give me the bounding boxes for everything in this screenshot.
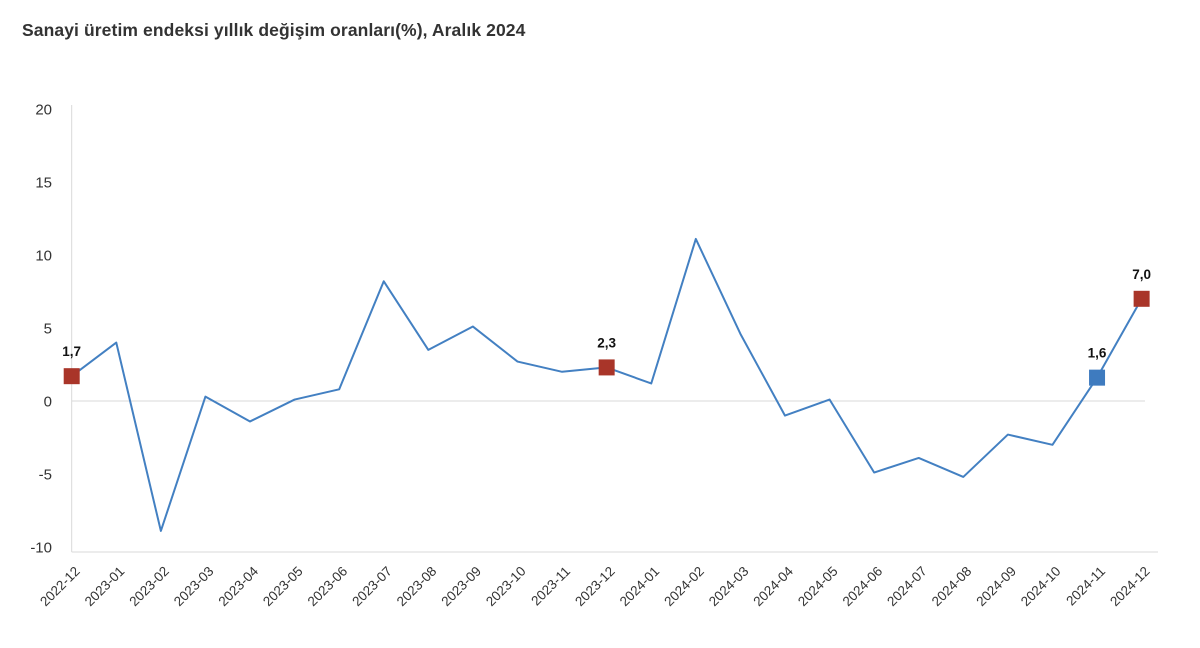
x-tick-label: 2024-07	[884, 564, 930, 610]
x-tick-label: 2023-01	[82, 564, 128, 610]
y-tick-label: 10	[35, 248, 52, 265]
x-tick-label: 2023-02	[126, 564, 172, 610]
x-tick-label: 2023-09	[438, 564, 484, 610]
x-tick-label: 2023-08	[394, 564, 440, 610]
x-tick-label: 2024-11	[1063, 564, 1108, 609]
x-tick-label: 2022-12	[37, 564, 83, 610]
x-tick-label: 2024-04	[750, 563, 796, 609]
data-line	[71, 237, 1143, 532]
y-tick-label: -5	[39, 467, 52, 484]
point-value-label: 2,3	[597, 335, 616, 350]
x-tick-label: 2024-03	[706, 564, 752, 610]
y-tick-label: -10	[30, 540, 52, 557]
highlight-marker	[63, 368, 80, 385]
x-tick-label: 2023-05	[260, 564, 306, 610]
y-tick-label: 15	[35, 175, 52, 192]
x-tick-label: 2023-06	[305, 564, 351, 610]
y-tick-label: 20	[35, 102, 52, 119]
x-tick-label: 2023-04	[215, 563, 261, 609]
x-tick-label: 2023-11	[528, 564, 573, 609]
highlight-marker	[1133, 290, 1150, 307]
x-tick-label: 2024-08	[929, 564, 975, 610]
point-value-label: 1,7	[62, 344, 81, 359]
x-tick-label: 2023-07	[349, 564, 395, 610]
x-tick-label: 2024-09	[973, 564, 1019, 610]
y-tick-label: 0	[44, 394, 52, 411]
point-value-label: 7,0	[1132, 267, 1151, 282]
y-tick-label: 5	[44, 321, 52, 338]
highlight-marker	[1089, 369, 1106, 386]
point-value-label: 1,6	[1088, 346, 1107, 361]
x-tick-label: 2023-10	[483, 564, 529, 610]
x-tick-label: 2023-03	[171, 564, 217, 610]
x-tick-label: 2024-01	[617, 564, 663, 610]
chart-title: Sanayi üretim endeksi yıllık değişim ora…	[22, 20, 526, 40]
x-tick-label: 2023-12	[572, 564, 618, 610]
x-tick-label: 2024-05	[795, 564, 841, 610]
highlight-marker	[598, 359, 615, 376]
x-tick-label: 2024-06	[840, 564, 886, 610]
x-tick-label: 2024-02	[661, 564, 707, 610]
x-tick-label: 2024-12	[1107, 564, 1153, 610]
x-tick-label: 2024-10	[1018, 564, 1064, 610]
